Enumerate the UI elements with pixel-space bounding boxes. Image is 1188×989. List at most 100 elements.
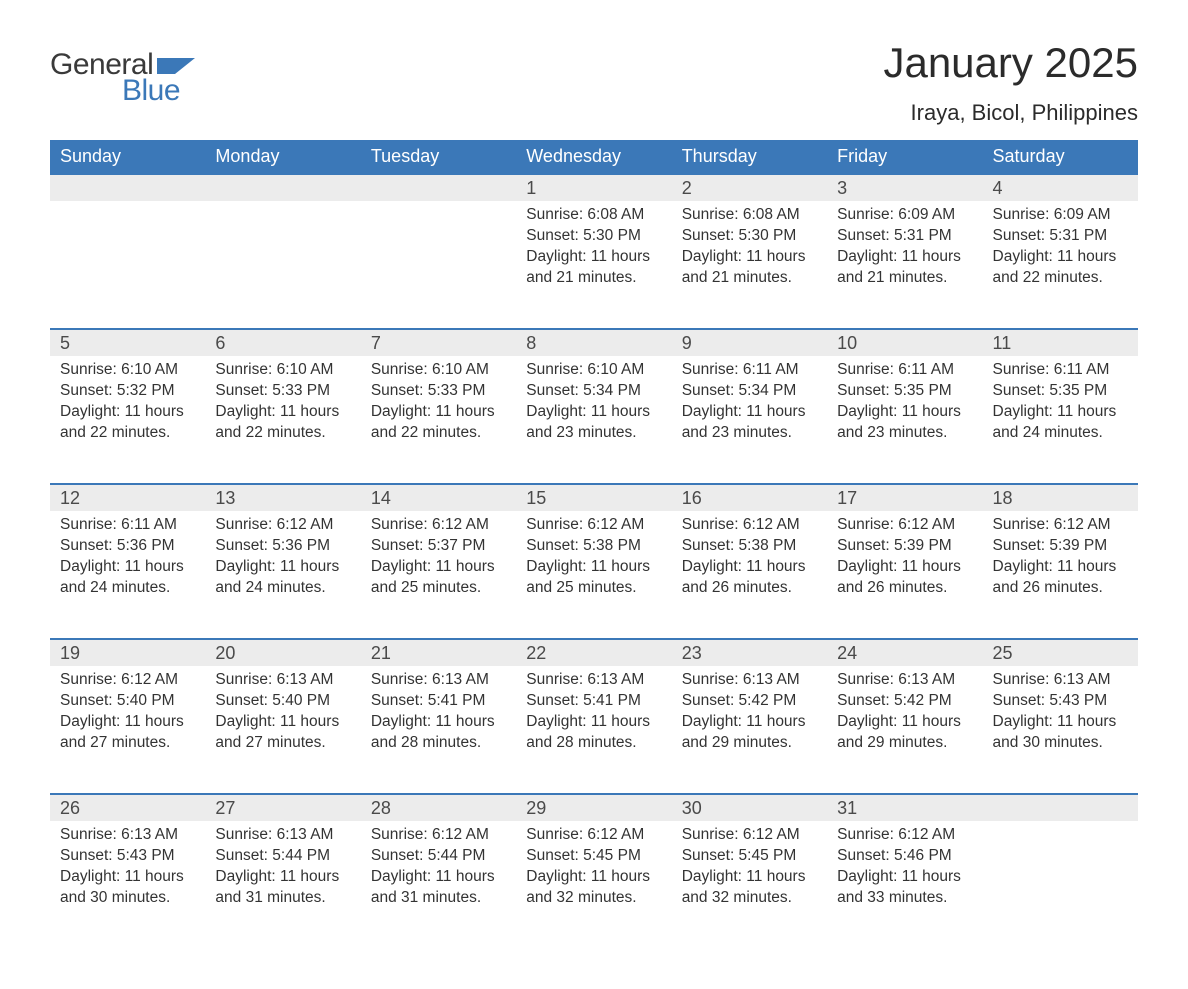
day-number: 3 — [837, 178, 847, 198]
day-content-cell: Sunrise: 6:09 AMSunset: 5:31 PMDaylight:… — [983, 201, 1138, 329]
day-content-cell: Sunrise: 6:12 AMSunset: 5:46 PMDaylight:… — [827, 821, 982, 949]
brand-blue: Blue — [122, 74, 180, 108]
day-content-cell: Sunrise: 6:13 AMSunset: 5:41 PMDaylight:… — [361, 666, 516, 794]
daylight-line: Daylight: 11 hours and 32 minutes. — [682, 867, 817, 909]
daylight-line: Daylight: 11 hours and 30 minutes. — [60, 867, 195, 909]
day-number: 2 — [682, 178, 692, 198]
day-content-cell: Sunrise: 6:12 AMSunset: 5:44 PMDaylight:… — [361, 821, 516, 949]
sunrise-line: Sunrise: 6:12 AM — [837, 515, 972, 536]
sunrise-line: Sunrise: 6:08 AM — [526, 205, 661, 226]
day-content-cell: Sunrise: 6:12 AMSunset: 5:38 PMDaylight:… — [516, 511, 671, 639]
day-content-cell: Sunrise: 6:11 AMSunset: 5:35 PMDaylight:… — [983, 356, 1138, 484]
day-number-cell — [205, 174, 360, 201]
sunrise-line: Sunrise: 6:12 AM — [837, 825, 972, 846]
daylight-line: Daylight: 11 hours and 27 minutes. — [215, 712, 350, 754]
content-row: Sunrise: 6:11 AMSunset: 5:36 PMDaylight:… — [50, 511, 1138, 639]
day-number-cell: 8 — [516, 329, 671, 356]
weekday-header: Saturday — [983, 140, 1138, 174]
day-number-cell: 14 — [361, 484, 516, 511]
daylight-line: Daylight: 11 hours and 22 minutes. — [371, 402, 506, 444]
day-number: 6 — [215, 333, 225, 353]
day-content-cell: Sunrise: 6:12 AMSunset: 5:40 PMDaylight:… — [50, 666, 205, 794]
daylight-line: Daylight: 11 hours and 21 minutes. — [837, 247, 972, 289]
day-content-cell: Sunrise: 6:10 AMSunset: 5:33 PMDaylight:… — [361, 356, 516, 484]
day-number: 13 — [215, 488, 235, 508]
day-number: 4 — [993, 178, 1003, 198]
day-number: 23 — [682, 643, 702, 663]
sunset-line: Sunset: 5:34 PM — [526, 381, 661, 402]
day-number-cell: 4 — [983, 174, 1138, 201]
sunrise-line: Sunrise: 6:10 AM — [60, 360, 195, 381]
sunrise-line: Sunrise: 6:11 AM — [60, 515, 195, 536]
day-number-cell: 28 — [361, 794, 516, 821]
day-content-cell: Sunrise: 6:08 AMSunset: 5:30 PMDaylight:… — [672, 201, 827, 329]
sunrise-line: Sunrise: 6:12 AM — [682, 515, 817, 536]
day-content-cell: Sunrise: 6:10 AMSunset: 5:33 PMDaylight:… — [205, 356, 360, 484]
weekday-header: Sunday — [50, 140, 205, 174]
sunrise-line: Sunrise: 6:13 AM — [837, 670, 972, 691]
calendar-table: SundayMondayTuesdayWednesdayThursdayFrid… — [50, 140, 1138, 949]
day-number-cell: 24 — [827, 639, 982, 666]
day-content-cell — [205, 201, 360, 329]
day-number: 18 — [993, 488, 1013, 508]
day-number-cell: 9 — [672, 329, 827, 356]
sunset-line: Sunset: 5:33 PM — [215, 381, 350, 402]
day-number-cell: 13 — [205, 484, 360, 511]
day-content-cell: Sunrise: 6:09 AMSunset: 5:31 PMDaylight:… — [827, 201, 982, 329]
day-number: 14 — [371, 488, 391, 508]
sunset-line: Sunset: 5:36 PM — [60, 536, 195, 557]
day-number-cell: 3 — [827, 174, 982, 201]
sunrise-line: Sunrise: 6:13 AM — [682, 670, 817, 691]
weekday-row: SundayMondayTuesdayWednesdayThursdayFrid… — [50, 140, 1138, 174]
day-content-cell: Sunrise: 6:11 AMSunset: 5:34 PMDaylight:… — [672, 356, 827, 484]
day-number-cell: 23 — [672, 639, 827, 666]
sunset-line: Sunset: 5:32 PM — [60, 381, 195, 402]
sunrise-line: Sunrise: 6:12 AM — [60, 670, 195, 691]
day-number-cell: 22 — [516, 639, 671, 666]
sunset-line: Sunset: 5:39 PM — [837, 536, 972, 557]
day-number: 24 — [837, 643, 857, 663]
sunrise-line: Sunrise: 6:13 AM — [526, 670, 661, 691]
sunset-line: Sunset: 5:33 PM — [371, 381, 506, 402]
weekday-header: Thursday — [672, 140, 827, 174]
day-content-cell: Sunrise: 6:11 AMSunset: 5:35 PMDaylight:… — [827, 356, 982, 484]
day-number: 22 — [526, 643, 546, 663]
day-content-cell: Sunrise: 6:13 AMSunset: 5:40 PMDaylight:… — [205, 666, 360, 794]
day-number: 25 — [993, 643, 1013, 663]
sunrise-line: Sunrise: 6:13 AM — [993, 670, 1128, 691]
sunset-line: Sunset: 5:31 PM — [993, 226, 1128, 247]
daylight-line: Daylight: 11 hours and 29 minutes. — [682, 712, 817, 754]
day-number-cell: 12 — [50, 484, 205, 511]
day-number: 30 — [682, 798, 702, 818]
day-number-cell: 18 — [983, 484, 1138, 511]
daylight-line: Daylight: 11 hours and 26 minutes. — [837, 557, 972, 599]
daynum-row: 12 13 14 1516 17 18 — [50, 484, 1138, 511]
weekday-header: Wednesday — [516, 140, 671, 174]
day-number: 1 — [526, 178, 536, 198]
day-number-cell: 5 — [50, 329, 205, 356]
day-number: 17 — [837, 488, 857, 508]
sunrise-line: Sunrise: 6:10 AM — [371, 360, 506, 381]
sunset-line: Sunset: 5:44 PM — [215, 846, 350, 867]
sunset-line: Sunset: 5:35 PM — [837, 381, 972, 402]
day-number-cell: 26 — [50, 794, 205, 821]
day-content-cell — [50, 201, 205, 329]
day-number-cell: 19 — [50, 639, 205, 666]
daylight-line: Daylight: 11 hours and 27 minutes. — [60, 712, 195, 754]
sunset-line: Sunset: 5:38 PM — [682, 536, 817, 557]
sunset-line: Sunset: 5:43 PM — [993, 691, 1128, 712]
daylight-line: Daylight: 11 hours and 33 minutes. — [837, 867, 972, 909]
day-number-cell: 16 — [672, 484, 827, 511]
daylight-line: Daylight: 11 hours and 24 minutes. — [60, 557, 195, 599]
sunrise-line: Sunrise: 6:10 AM — [526, 360, 661, 381]
day-number-cell: 7 — [361, 329, 516, 356]
day-number-cell: 1 — [516, 174, 671, 201]
sunrise-line: Sunrise: 6:13 AM — [60, 825, 195, 846]
daylight-line: Daylight: 11 hours and 23 minutes. — [837, 402, 972, 444]
day-content-cell — [361, 201, 516, 329]
sunset-line: Sunset: 5:44 PM — [371, 846, 506, 867]
day-number-cell: 15 — [516, 484, 671, 511]
day-number-cell: 6 — [205, 329, 360, 356]
daylight-line: Daylight: 11 hours and 23 minutes. — [682, 402, 817, 444]
content-row: Sunrise: 6:08 AMSunset: 5:30 PMDaylight:… — [50, 201, 1138, 329]
